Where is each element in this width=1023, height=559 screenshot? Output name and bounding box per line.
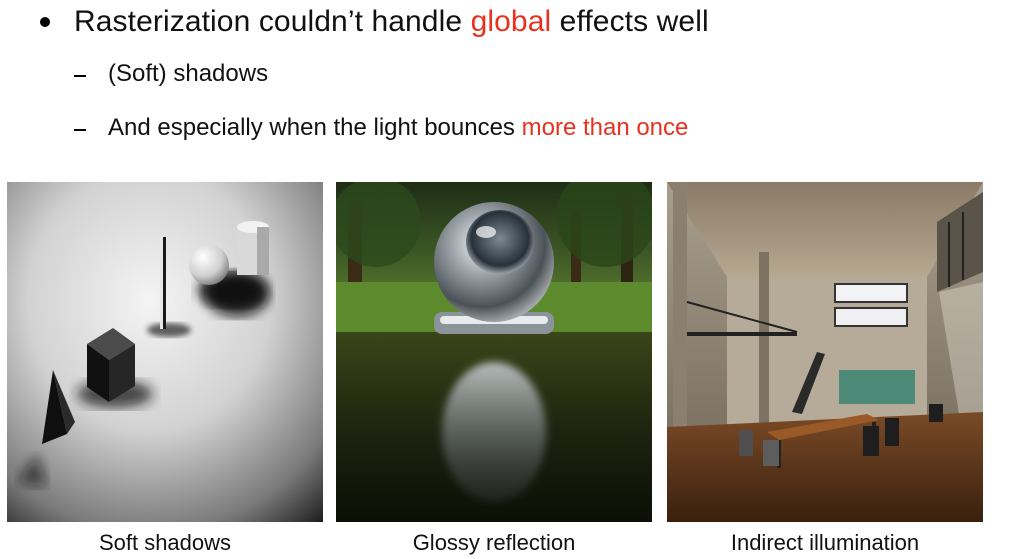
caption-indirect-illumination: Indirect illumination bbox=[730, 530, 920, 555]
sub-bullet-text: (Soft) shadows bbox=[108, 60, 269, 87]
caption-soft-shadows: Soft shadows bbox=[98, 530, 232, 555]
bullet-dot-icon bbox=[40, 17, 50, 27]
sub-bullet-before: And especially when the light bounces bbox=[108, 114, 522, 141]
main-bullet-after: effects well bbox=[551, 5, 709, 38]
dash-icon bbox=[74, 75, 86, 77]
indirect-illumination-image bbox=[667, 182, 983, 522]
dash-icon bbox=[74, 129, 86, 131]
main-bullet-text: Rasterization couldn’t handle global eff… bbox=[74, 5, 709, 39]
main-bullet: Rasterization couldn’t handle global eff… bbox=[40, 0, 709, 44]
soft-shadows-image bbox=[7, 182, 323, 522]
sub-bullet-text: And especially when the light bounces mo… bbox=[108, 114, 688, 142]
main-bullet-before: Rasterization couldn’t handle bbox=[74, 5, 471, 38]
sub-bullet-soft-shadows: (Soft) shadows bbox=[74, 56, 268, 92]
main-bullet-highlight: global bbox=[470, 5, 552, 38]
caption-glossy-reflection: Glossy reflection bbox=[412, 530, 576, 555]
sub-bullet-highlight: more than once bbox=[521, 114, 689, 141]
glossy-reflection-image bbox=[336, 182, 652, 522]
sub-bullet-bounces: And especially when the light bounces mo… bbox=[74, 110, 688, 146]
